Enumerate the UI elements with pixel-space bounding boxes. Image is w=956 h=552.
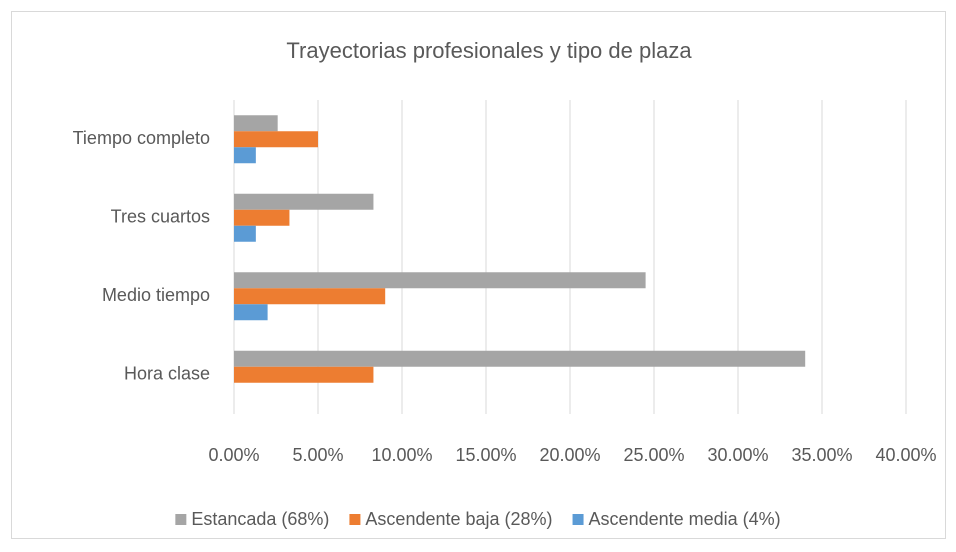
- x-tick-label: 20.00%: [539, 445, 600, 465]
- bar: [234, 131, 318, 148]
- legend-swatch: [572, 514, 584, 525]
- bar: [234, 304, 268, 321]
- legend-label: Ascendente baja (28%): [365, 509, 552, 529]
- x-tick-label: 15.00%: [455, 445, 516, 465]
- bar: [234, 350, 806, 367]
- y-tick-label: Medio tiempo: [102, 285, 210, 305]
- bar: [234, 225, 256, 242]
- x-tick-label: 25.00%: [623, 445, 684, 465]
- bar: [234, 366, 374, 383]
- legend-swatch: [349, 514, 361, 525]
- bar: [234, 147, 256, 164]
- x-tick-label: 0.00%: [208, 445, 259, 465]
- bar: [234, 209, 290, 226]
- y-tick-label: Tiempo completo: [73, 128, 210, 148]
- x-tick-label: 10.00%: [371, 445, 432, 465]
- bar: [234, 193, 374, 210]
- y-tick-label: Hora clase: [124, 364, 210, 384]
- bar: [234, 272, 646, 289]
- legend-swatch: [175, 514, 187, 525]
- bar: [234, 115, 278, 132]
- x-tick-label: 5.00%: [292, 445, 343, 465]
- legend-label: Ascendente media (4%): [589, 509, 781, 529]
- x-tick-label: 30.00%: [707, 445, 768, 465]
- x-tick-label: 40.00%: [875, 445, 936, 465]
- legend-label: Estancada (68%): [191, 509, 329, 529]
- chart-title: Trayectorias profesionales y tipo de pla…: [286, 38, 692, 63]
- bar: [234, 288, 386, 305]
- x-tick-label: 35.00%: [791, 445, 852, 465]
- y-tick-label: Tres cuartos: [111, 207, 210, 227]
